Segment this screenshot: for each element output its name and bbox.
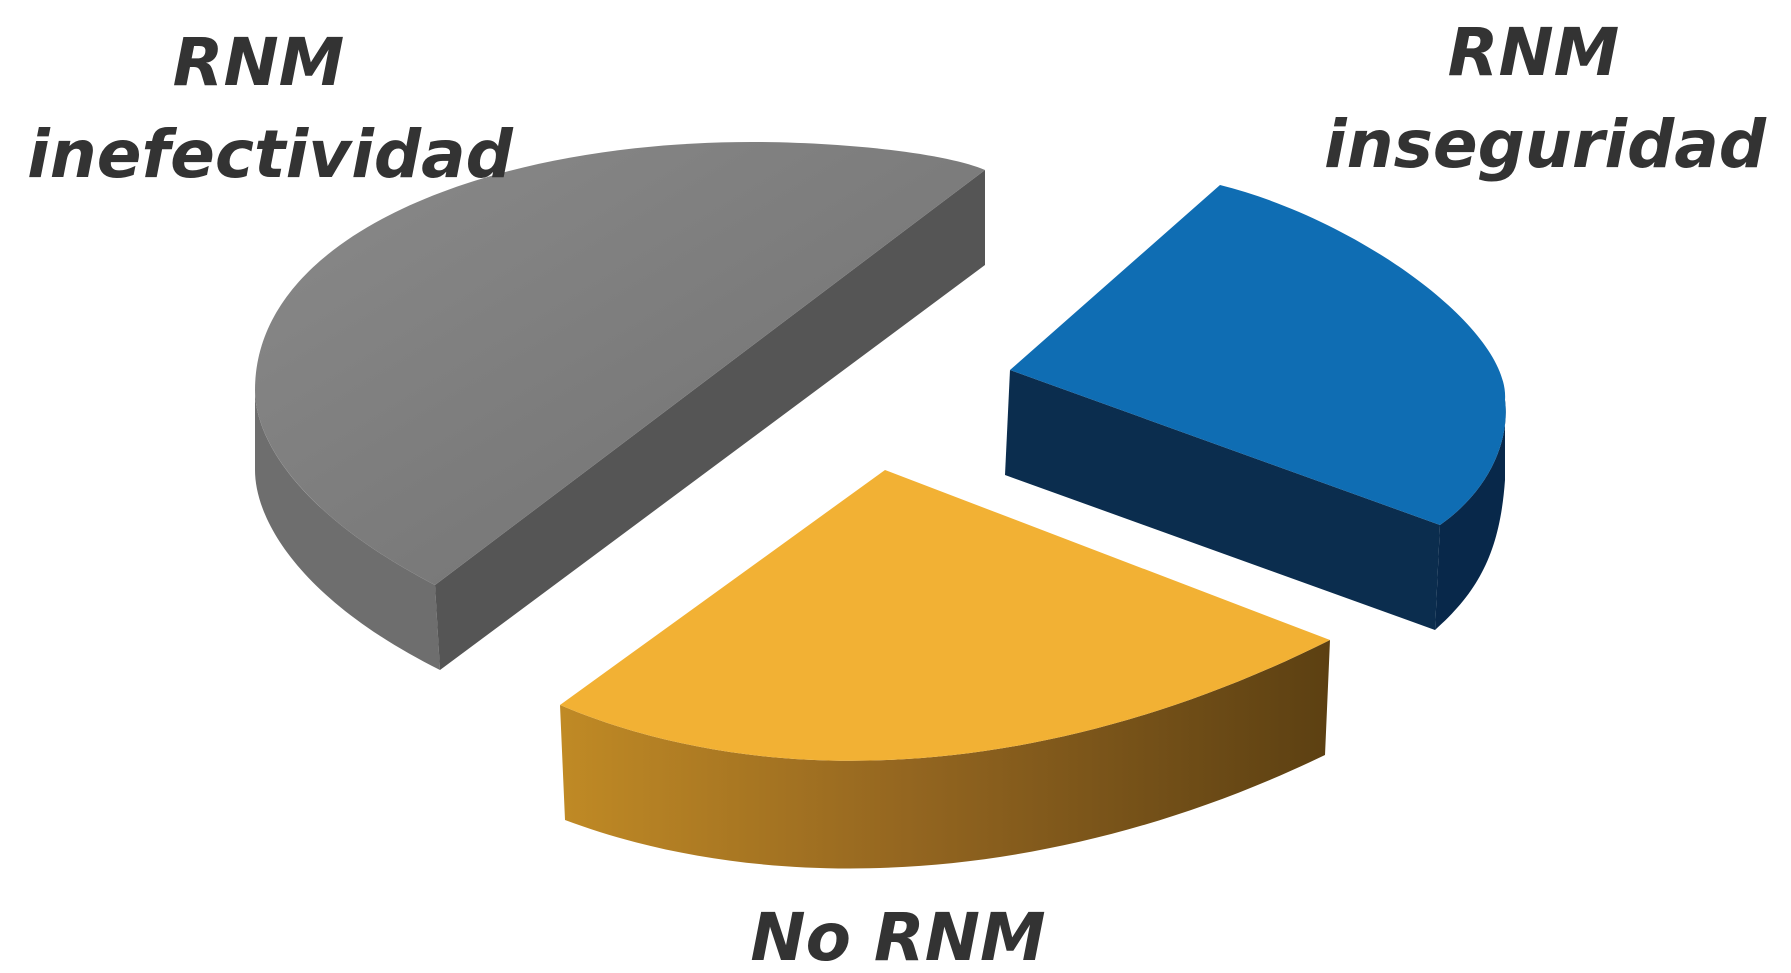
slice-rnm-inefectividad-side bbox=[255, 390, 440, 670]
slice-no-rnm-top bbox=[560, 470, 1330, 761]
label-rnm-inefectividad-line2: inefectividad bbox=[27, 116, 514, 193]
slice-rnm-inefectividad bbox=[255, 141, 985, 670]
label-no-rnm-line1: No RNM bbox=[750, 899, 1045, 973]
label-rnm-inseguridad: RNM inseguridad bbox=[1324, 14, 1767, 183]
slice-rnm-inefectividad-top bbox=[255, 141, 985, 586]
slice-no-rnm bbox=[560, 470, 1330, 869]
slice-rnm-inefectividad-cut bbox=[435, 170, 985, 670]
slice-rnm-inseguridad-top bbox=[1010, 185, 1506, 525]
label-rnm-inseguridad-line2: inseguridad bbox=[1324, 106, 1767, 183]
slice-no-rnm-side bbox=[560, 640, 1330, 869]
label-rnm-inseguridad-line1: RNM bbox=[1448, 14, 1620, 91]
label-rnm-inefectividad: RNM inefectividad bbox=[27, 24, 514, 193]
label-no-rnm: No RNM bbox=[750, 899, 1045, 973]
slice-rnm-inseguridad-cut bbox=[1005, 370, 1440, 630]
label-rnm-inefectividad-line1: RNM bbox=[173, 24, 345, 101]
slice-rnm-inseguridad bbox=[1005, 185, 1506, 630]
slice-rnm-inseguridad-side bbox=[1435, 400, 1506, 630]
